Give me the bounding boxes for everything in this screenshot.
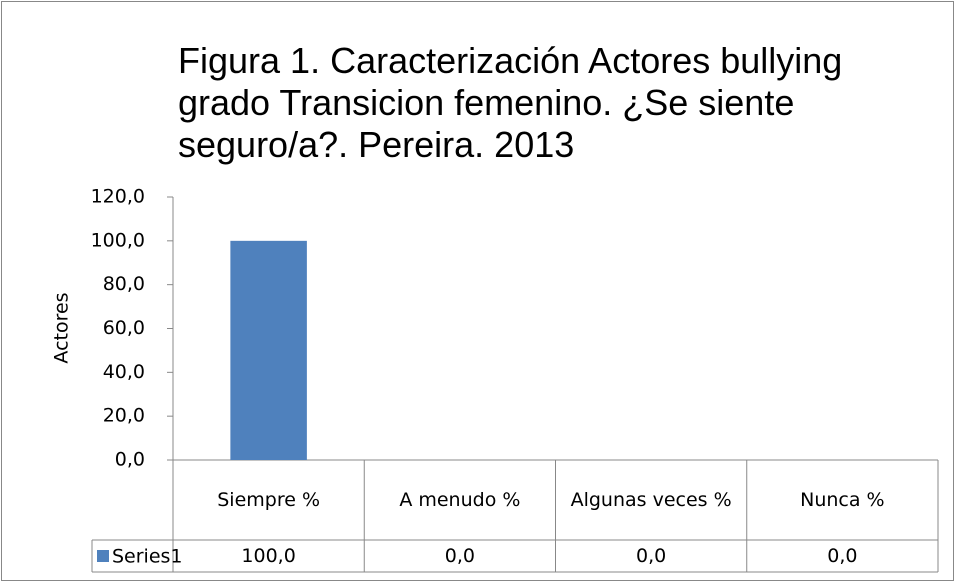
category-label: A menudo %	[399, 489, 521, 511]
category-label-box: Nunca %	[800, 489, 885, 511]
data-label-box: 0,0	[827, 545, 858, 567]
chart-title: Figura 1. Caracterización Actores bullyi…	[178, 40, 843, 165]
data-label: 100,0	[241, 545, 296, 567]
y-axis-title: Actores	[51, 292, 73, 363]
category-label-box: A menudo %	[399, 489, 521, 511]
data-label: 0,0	[636, 545, 667, 567]
y-tick-label: 80,0	[103, 273, 145, 295]
data-label: 0,0	[444, 545, 475, 567]
legend-label: Series1	[112, 546, 183, 568]
y-tick-label: 60,0	[103, 317, 145, 339]
data-label: 0,0	[827, 545, 858, 567]
category-label-box: Siempre %	[217, 489, 321, 511]
title-box: Figura 1. Caracterización Actores bullyi…	[178, 40, 843, 165]
legend-swatch	[97, 550, 109, 562]
category-label: Algunas veces %	[570, 489, 732, 511]
category-label: Nunca %	[800, 489, 885, 511]
data-label-box: 0,0	[636, 545, 667, 567]
y-tick-label: 100,0	[91, 229, 145, 251]
y-tick-label: 20,0	[103, 405, 145, 427]
category-label-box: Algunas veces %	[570, 489, 732, 511]
y-tick-label: 40,0	[103, 361, 145, 383]
y-tick-label: 0,0	[115, 449, 145, 471]
category-label: Siempre %	[217, 489, 321, 511]
data-label-box: 0,0	[444, 545, 475, 567]
y-tick-label: 120,0	[91, 186, 145, 208]
bar	[230, 240, 307, 460]
data-label-box: 100,0	[241, 545, 296, 567]
